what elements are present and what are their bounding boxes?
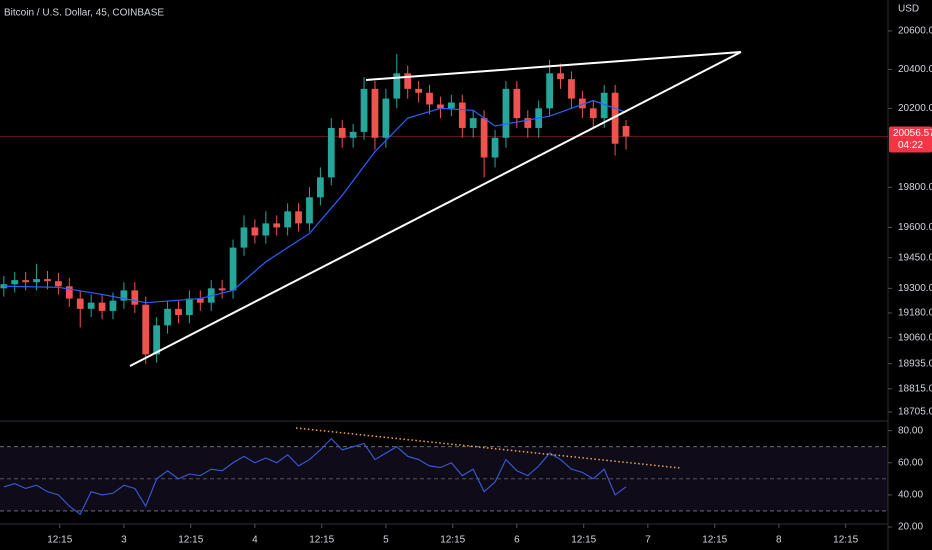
candle-body bbox=[109, 300, 117, 311]
candle-body bbox=[327, 127, 335, 178]
y-tick-label: 20400.00 bbox=[898, 64, 932, 75]
divergence-line bbox=[295, 427, 681, 469]
last-price-label: 20056.57 bbox=[893, 128, 932, 139]
y-tick-label: 19600.00 bbox=[898, 222, 932, 233]
y-tick-label: 18935.00 bbox=[898, 358, 932, 369]
x-tick-label: 12:15 bbox=[309, 535, 334, 546]
candle-body bbox=[502, 88, 510, 138]
y-tick-label: 20.00 bbox=[898, 522, 923, 533]
y-tick-label: 20600.00 bbox=[898, 26, 932, 37]
candle-body bbox=[196, 298, 204, 303]
candle-body bbox=[11, 280, 19, 285]
candle-body bbox=[273, 223, 281, 228]
y-tick-label: 19060.00 bbox=[898, 332, 932, 343]
candle-body bbox=[229, 247, 237, 291]
candle-body bbox=[622, 125, 630, 137]
candle-body bbox=[186, 298, 193, 316]
x-tick-label: 8 bbox=[776, 535, 782, 546]
candle-body bbox=[415, 88, 423, 93]
y-tick-label: 80.00 bbox=[898, 425, 923, 436]
x-tick-label: 5 bbox=[383, 535, 389, 546]
candle-body bbox=[76, 298, 84, 309]
candle-body bbox=[600, 92, 608, 119]
candle-body bbox=[218, 288, 226, 291]
candle-body bbox=[426, 92, 433, 105]
y-tick-label: 19450.00 bbox=[898, 252, 932, 263]
candle-body bbox=[55, 281, 62, 287]
candle-body bbox=[469, 118, 477, 128]
x-tick-label: 6 bbox=[514, 535, 520, 546]
x-tick-label: 12:15 bbox=[833, 535, 858, 546]
candle-body bbox=[371, 88, 379, 138]
candle-body bbox=[437, 104, 444, 109]
candle-body bbox=[98, 302, 106, 311]
candle-body bbox=[480, 118, 488, 158]
candle-body bbox=[153, 325, 161, 355]
chart-title: Bitcoin / U.S. Dollar, 45, COINBASE bbox=[4, 8, 164, 19]
x-tick-label: 12:15 bbox=[178, 535, 203, 546]
candle-body bbox=[87, 302, 95, 309]
candle-body bbox=[447, 102, 455, 109]
candle-body bbox=[316, 177, 324, 198]
candle-body bbox=[382, 98, 390, 138]
candle-body bbox=[491, 137, 499, 158]
x-tick-label: 3 bbox=[121, 535, 127, 546]
last-price-box bbox=[889, 126, 932, 153]
y-tick-label: 40.00 bbox=[898, 490, 923, 501]
countdown-label: 04:22 bbox=[898, 140, 923, 151]
y-tick-label: 19300.00 bbox=[898, 283, 932, 294]
y-tick-label: 18705.00 bbox=[898, 407, 932, 418]
candle-body bbox=[393, 73, 401, 99]
candle-body bbox=[164, 308, 171, 326]
plot: 20600.00 20400.00 20200.00 19800.00 19600.00… bbox=[0, 26, 932, 546]
currency-label: USD bbox=[898, 4, 919, 15]
candle-body bbox=[349, 131, 357, 138]
candle-body bbox=[360, 88, 368, 132]
x-tick-label: 12:15 bbox=[47, 535, 72, 546]
candle-body bbox=[578, 98, 586, 109]
moving-average bbox=[3, 99, 627, 304]
candle-body bbox=[404, 73, 412, 89]
candle-body bbox=[458, 102, 466, 128]
x-tick-label: 12:15 bbox=[571, 535, 596, 546]
y-tick-label: 60.00 bbox=[898, 457, 923, 468]
x-tick-label: 12:15 bbox=[440, 535, 465, 546]
candle-body bbox=[557, 73, 564, 80]
x-tick-label: 4 bbox=[252, 535, 258, 546]
candle-body bbox=[568, 79, 575, 99]
x-tick-label: 12:15 bbox=[702, 535, 727, 546]
candle-body bbox=[338, 127, 346, 138]
candle-body bbox=[65, 286, 73, 299]
candle-body bbox=[589, 108, 597, 119]
x-tick-label: 7 bbox=[645, 535, 651, 546]
candle-body bbox=[131, 290, 139, 305]
candle-body bbox=[44, 279, 51, 282]
candle-body bbox=[295, 211, 302, 224]
trend-line bbox=[365, 51, 742, 81]
candle-body bbox=[240, 227, 248, 248]
candle-body bbox=[251, 227, 259, 236]
candle-body bbox=[175, 308, 182, 316]
candle-body bbox=[513, 88, 521, 119]
candle-body bbox=[611, 92, 619, 144]
candle-body bbox=[33, 279, 40, 283]
rsi-line bbox=[3, 437, 627, 515]
y-tick-label: 19180.00 bbox=[898, 308, 932, 319]
candle-body bbox=[120, 290, 128, 301]
candle-body bbox=[306, 197, 313, 224]
candle-body bbox=[524, 118, 532, 128]
trend-line bbox=[129, 51, 742, 367]
y-tick-label: 19800.00 bbox=[898, 182, 932, 193]
candle-body bbox=[546, 73, 553, 109]
candle-body bbox=[22, 280, 30, 283]
candle-body bbox=[142, 304, 150, 355]
y-tick-label: 18815.00 bbox=[898, 383, 932, 394]
candle-body bbox=[284, 211, 292, 228]
candle-body bbox=[262, 223, 270, 236]
y-tick-label: 20200.00 bbox=[898, 103, 932, 114]
